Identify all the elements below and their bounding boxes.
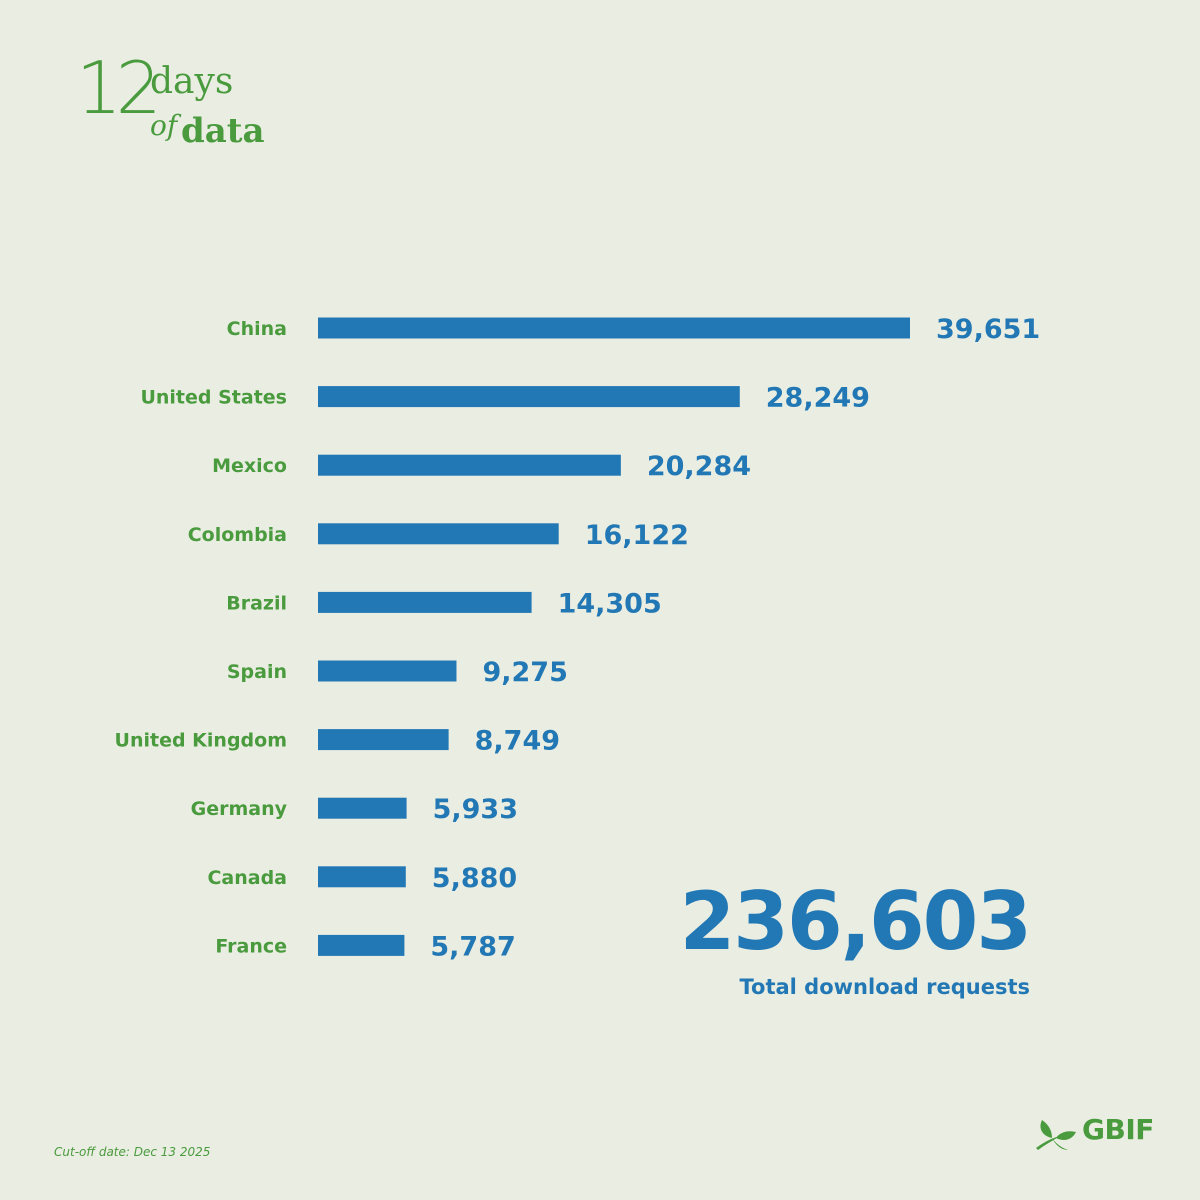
category-label: Spain: [227, 661, 287, 683]
logo-days: days: [150, 61, 234, 102]
category-label: United Kingdom: [115, 730, 287, 752]
value-label: 28,249: [766, 383, 870, 414]
category-label: Colombia: [188, 524, 287, 546]
logo-data: data: [181, 111, 265, 151]
value-label: 20,284: [647, 451, 751, 482]
gbif-leaf-icon: [1036, 1120, 1076, 1150]
bar: [318, 866, 406, 888]
gbif-logo: GBIF: [1034, 1106, 1154, 1152]
value-label: 14,305: [558, 588, 662, 619]
bar: [318, 454, 621, 476]
value-label: 9,275: [482, 657, 567, 688]
category-label: Germany: [191, 798, 288, 820]
category-label: Mexico: [212, 455, 287, 477]
value-label: 5,880: [432, 863, 517, 894]
total-download-count: 236,603: [679, 875, 1032, 968]
bar: [318, 591, 532, 613]
category-label: Brazil: [226, 592, 287, 614]
bar: [318, 934, 405, 956]
bar: [318, 797, 407, 819]
bar: [318, 317, 910, 339]
category-label: United States: [140, 387, 287, 409]
value-label: 5,933: [433, 794, 518, 825]
total-download-label: Total download requests: [739, 975, 1031, 999]
category-label: China: [227, 318, 287, 340]
category-label: Canada: [207, 867, 287, 889]
logo-number: 12: [76, 46, 162, 130]
category-label: France: [215, 935, 287, 957]
logo-of: of: [150, 109, 178, 142]
value-label: 16,122: [585, 520, 689, 551]
gbif-logo-text: GBIF: [1082, 1112, 1154, 1146]
cutoff-date-note: Cut-off date: Dec 13 2025: [54, 1145, 211, 1159]
value-label: 5,787: [430, 931, 515, 962]
bar: [318, 523, 559, 545]
bar: [318, 660, 457, 682]
bar: [318, 729, 449, 751]
value-label: 39,651: [936, 314, 1040, 345]
bar: [318, 386, 740, 408]
value-label: 8,749: [475, 726, 560, 757]
